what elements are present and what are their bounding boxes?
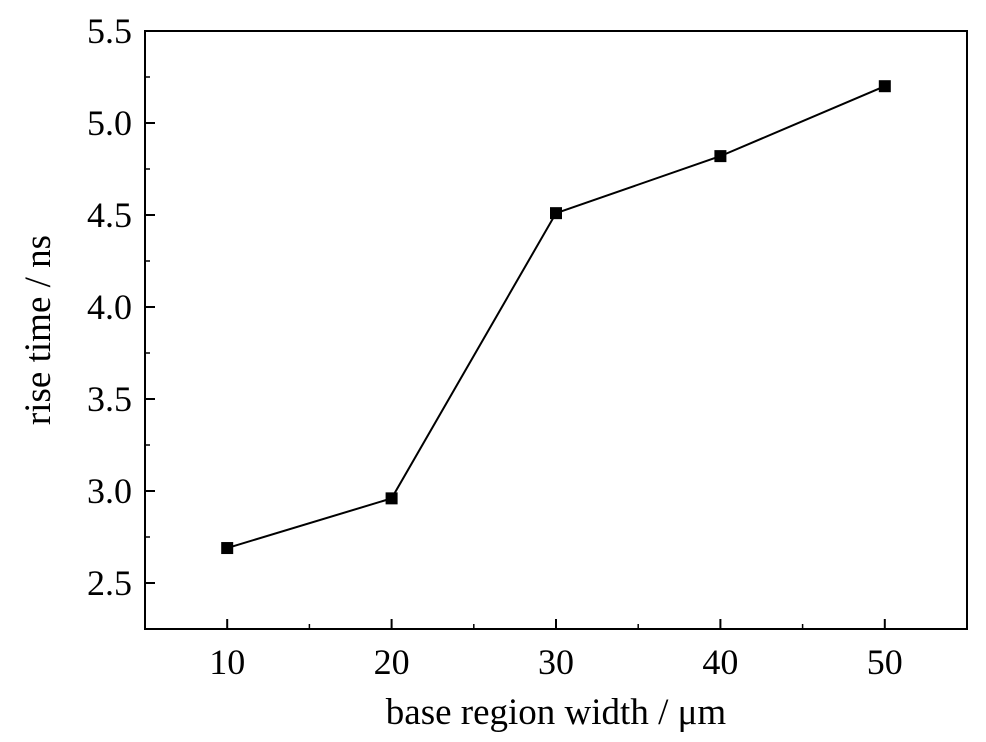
x-tick-label: 30 [538, 642, 574, 682]
series-line [226, 85, 886, 549]
series-group [221, 80, 891, 555]
x-tick-label: 40 [702, 642, 738, 682]
y-tick-label: 5.0 [87, 103, 132, 143]
x-tick-label: 20 [374, 642, 410, 682]
x-tick-label: 50 [867, 642, 903, 682]
y-tick-label: 4.0 [87, 287, 132, 327]
y-axis-ticks [145, 30, 155, 584]
data-point [385, 492, 398, 505]
x-axis-ticks [226, 619, 886, 629]
y-tick-label: 3.0 [87, 471, 132, 511]
y-tick-label: 2.5 [87, 563, 132, 603]
y-axis-title: rise time / ns [18, 235, 59, 425]
plot-frame [144, 30, 968, 630]
y-axis-tick-labels: 2.5 3.0 3.5 4.0 4.5 5.0 5.5 [87, 11, 132, 603]
y-tick-label: 4.5 [87, 195, 132, 235]
data-point [878, 80, 891, 93]
x-axis-title: base region width / μm [386, 692, 727, 733]
x-axis-tick-labels: 10 20 30 40 50 [209, 642, 903, 682]
x-tick-label: 10 [209, 642, 245, 682]
data-point [714, 150, 727, 163]
y-tick-label: 3.5 [87, 379, 132, 419]
data-point [221, 542, 234, 555]
data-point [550, 207, 562, 220]
y-tick-label: 5.5 [87, 11, 132, 51]
